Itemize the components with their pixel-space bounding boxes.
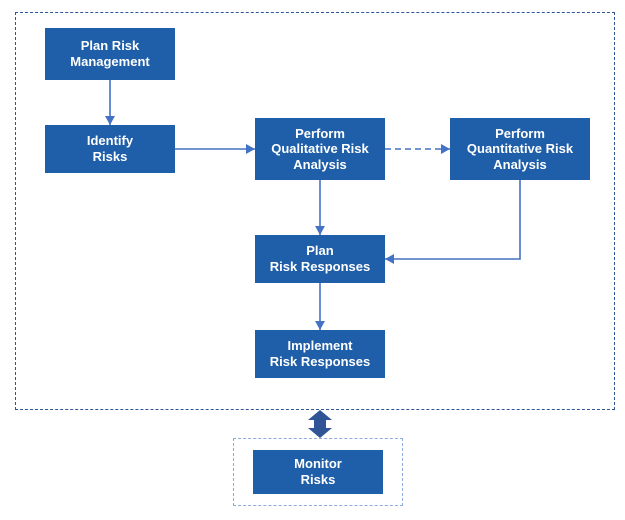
node-identify-risks: Identify Risks — [45, 125, 175, 173]
node-perform-quantitative: Perform Quantitative Risk Analysis — [450, 118, 590, 180]
node-label: Monitor Risks — [294, 456, 342, 487]
node-label: Plan Risk Management — [70, 38, 149, 69]
node-label: Plan Risk Responses — [270, 243, 370, 274]
node-plan-risk-responses: Plan Risk Responses — [255, 235, 385, 283]
node-plan-risk-management: Plan Risk Management — [45, 28, 175, 80]
node-monitor-risks: Monitor Risks — [253, 450, 383, 494]
diagram-canvas: Plan Risk Management Identify Risks Perf… — [0, 0, 625, 520]
node-label: Perform Qualitative Risk Analysis — [271, 126, 369, 173]
node-label: Identify Risks — [87, 133, 133, 164]
node-label: Implement Risk Responses — [270, 338, 370, 369]
node-implement-risk-responses: Implement Risk Responses — [255, 330, 385, 378]
node-perform-qualitative: Perform Qualitative Risk Analysis — [255, 118, 385, 180]
node-label: Perform Quantitative Risk Analysis — [467, 126, 573, 173]
